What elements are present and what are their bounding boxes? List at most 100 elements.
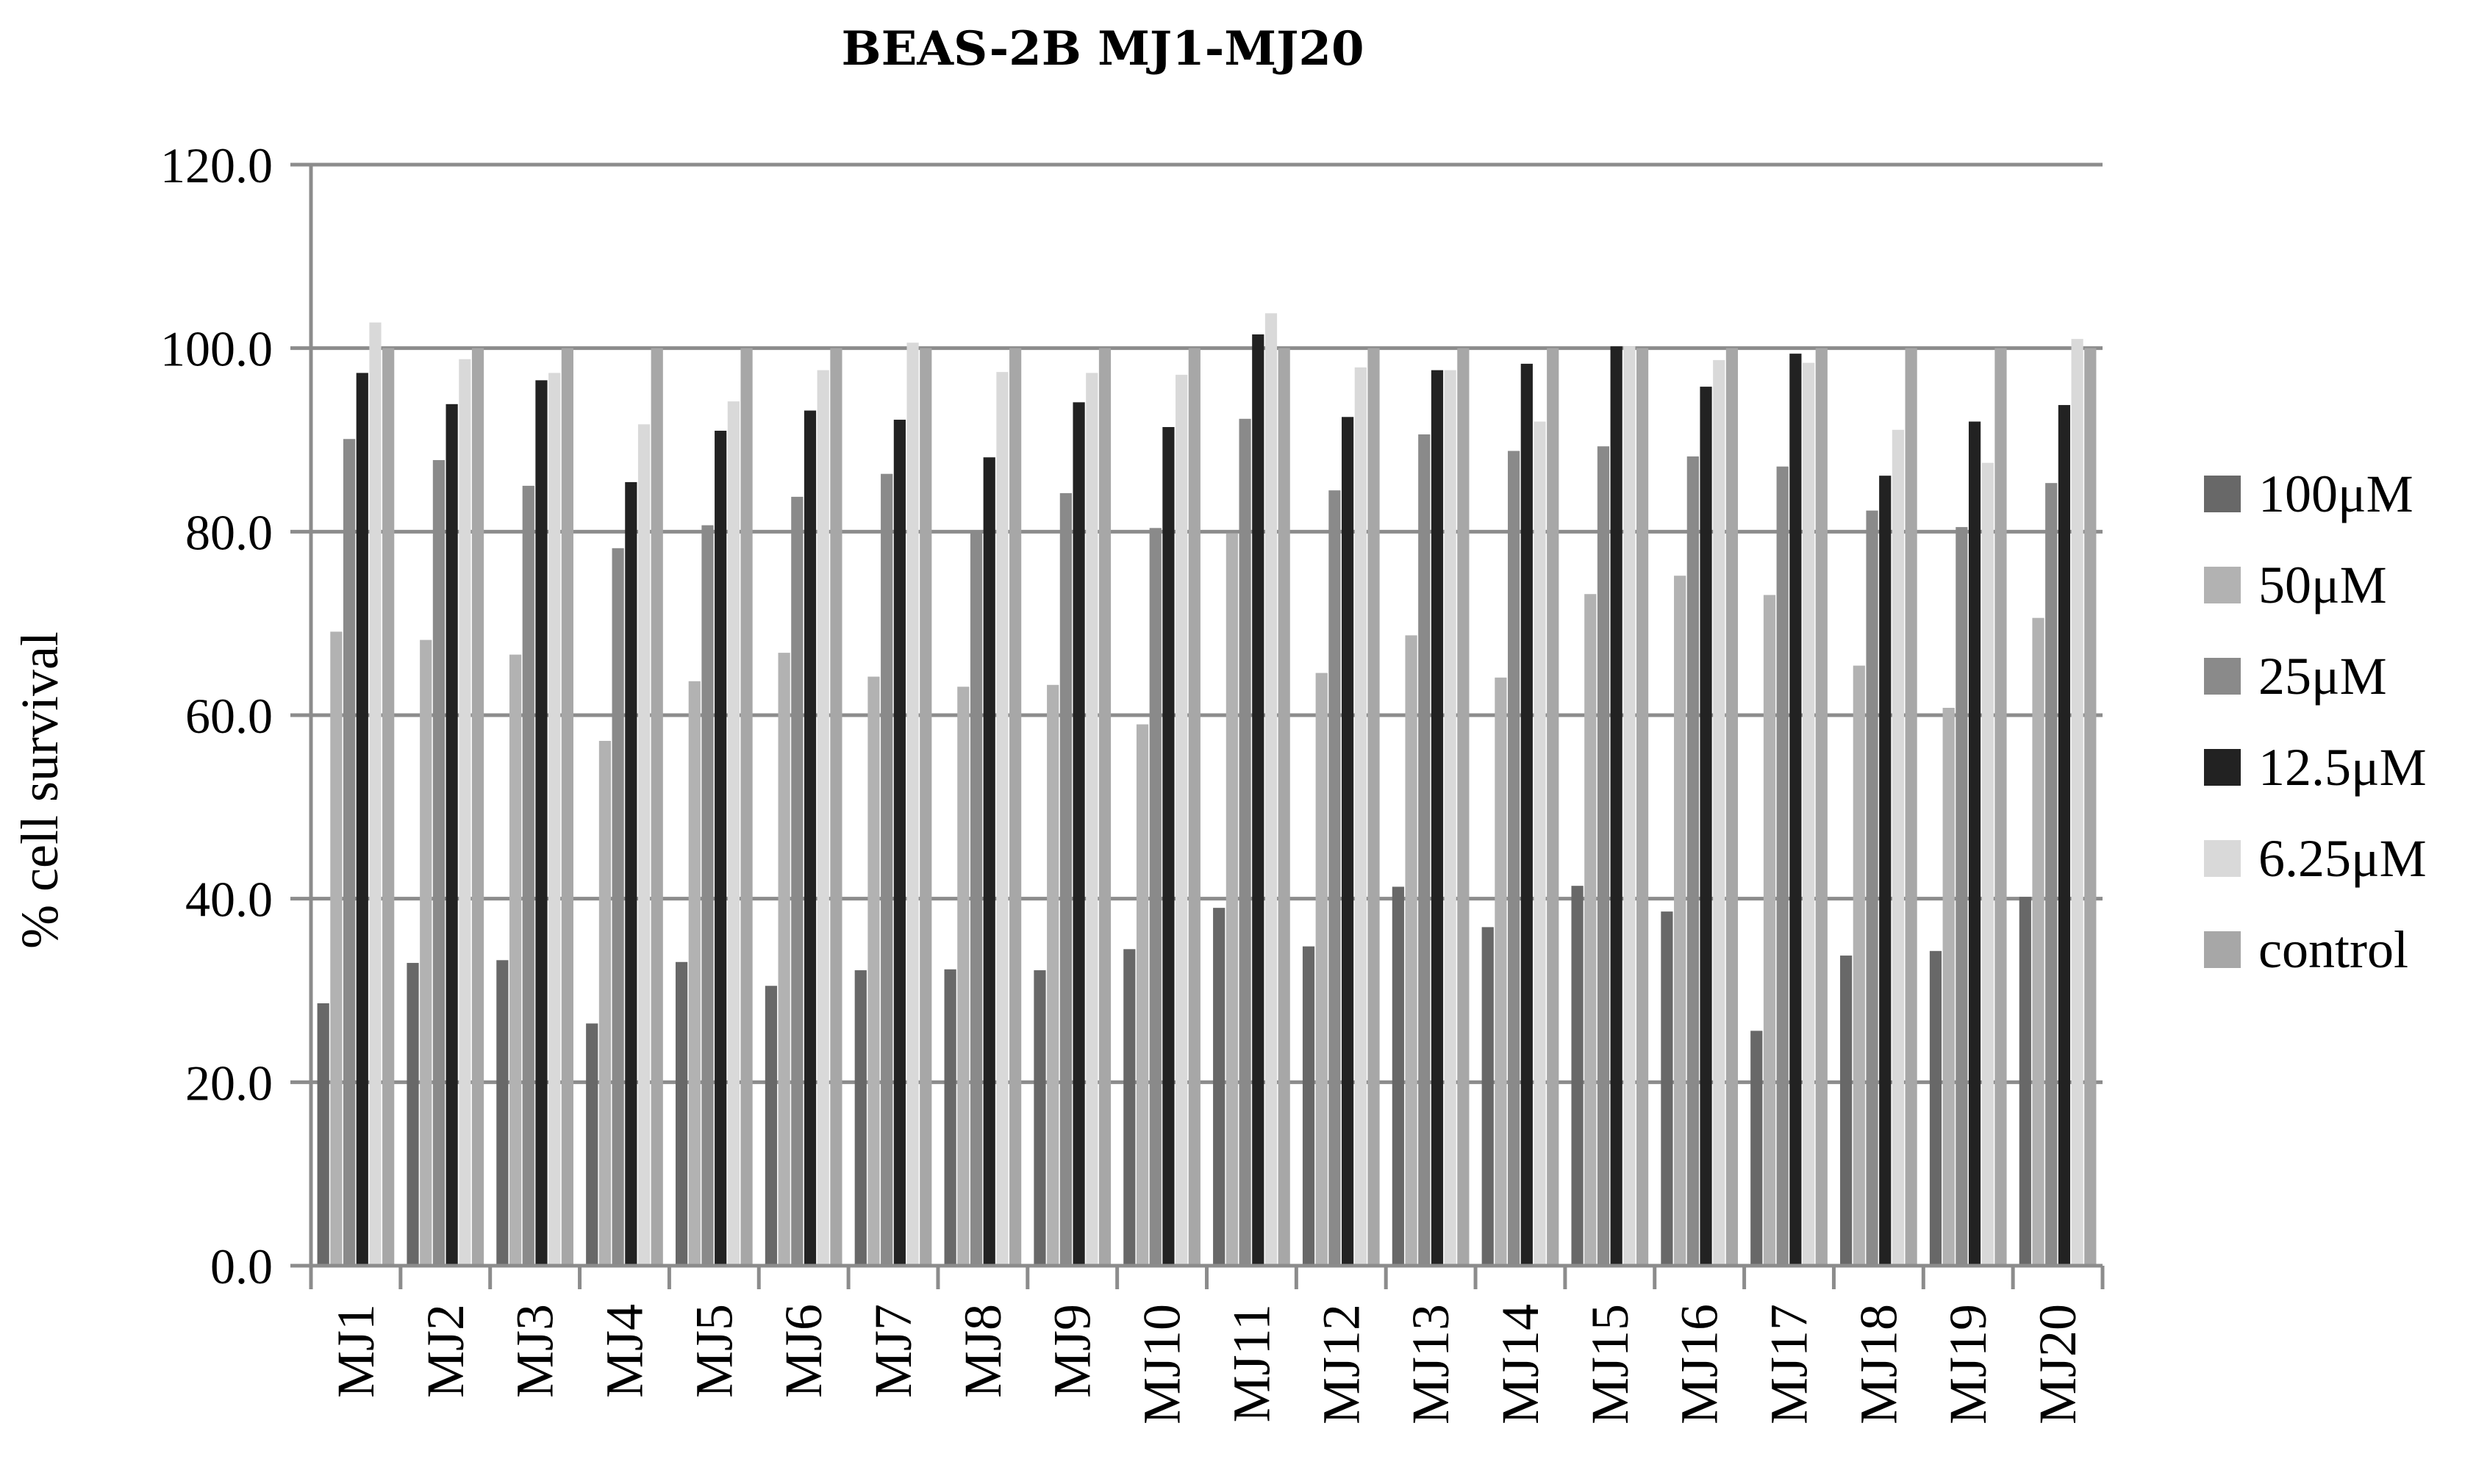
bar xyxy=(1176,374,1188,1266)
bar xyxy=(459,359,471,1266)
bar xyxy=(1418,434,1431,1266)
x-tick-label: MJ9 xyxy=(1043,1304,1102,1398)
x-tick-label: MJ2 xyxy=(416,1304,475,1398)
bar xyxy=(1853,665,1865,1266)
x-tick-label: MJ11 xyxy=(1222,1304,1281,1422)
y-tick-label: 60.0 xyxy=(185,688,273,744)
bar xyxy=(1328,490,1341,1266)
bar xyxy=(356,373,368,1266)
bar xyxy=(701,525,714,1266)
bar xyxy=(637,424,651,1266)
bar xyxy=(893,420,906,1266)
bar xyxy=(1981,462,1994,1266)
legend-label: 6.25μM xyxy=(2258,829,2427,888)
bar xyxy=(1136,724,1149,1266)
x-tick-label: MJ17 xyxy=(1760,1304,1819,1424)
bar xyxy=(1661,911,1673,1266)
legend-label: 12.5μM xyxy=(2258,738,2427,797)
x-tick-label: MJ8 xyxy=(953,1304,1012,1398)
bar xyxy=(1840,956,1853,1266)
x-tick-label: MJ12 xyxy=(1312,1304,1370,1424)
bar xyxy=(471,348,484,1266)
x-tick-label: MJ7 xyxy=(864,1304,923,1398)
bar xyxy=(2045,483,2058,1266)
bar xyxy=(1892,429,1905,1266)
x-tick-label: MJ5 xyxy=(684,1304,743,1398)
bar xyxy=(1342,417,1354,1266)
bar xyxy=(369,322,382,1266)
bar xyxy=(1776,466,1789,1266)
bar xyxy=(1495,677,1507,1266)
bar xyxy=(867,676,880,1266)
bar xyxy=(2071,339,2083,1266)
bar xyxy=(1584,594,1597,1266)
x-tick-label: MJ4 xyxy=(595,1304,654,1398)
bar xyxy=(1942,708,1955,1266)
bar xyxy=(1073,402,1085,1266)
bar xyxy=(817,370,829,1266)
bar xyxy=(1213,908,1226,1266)
gridlines xyxy=(311,162,2103,1084)
bar xyxy=(1278,348,1290,1266)
bar xyxy=(612,548,624,1266)
bar xyxy=(1047,684,1059,1266)
bar xyxy=(522,485,534,1266)
legend-swatch xyxy=(2204,476,2241,512)
bar xyxy=(432,459,446,1266)
bar xyxy=(343,439,356,1266)
bar xyxy=(407,963,419,1266)
legend-swatch xyxy=(2204,840,2241,877)
bar xyxy=(1905,348,1917,1266)
bar xyxy=(1956,527,1968,1266)
legend-label: 25μM xyxy=(2258,647,2387,706)
bar xyxy=(1098,348,1112,1266)
y-tick-label: 40.0 xyxy=(185,872,273,928)
legend-swatch xyxy=(2204,567,2241,603)
bar xyxy=(1162,427,1175,1266)
bar xyxy=(970,531,983,1266)
x-tick-label: MJ19 xyxy=(1939,1304,1997,1424)
y-tick-label: 80.0 xyxy=(185,504,273,560)
bar xyxy=(1636,348,1649,1266)
bar xyxy=(1547,348,1559,1266)
bar xyxy=(804,410,817,1266)
bar xyxy=(625,481,637,1266)
y-tick-label: 120.0 xyxy=(160,137,273,193)
bar xyxy=(1725,348,1739,1266)
bar xyxy=(382,348,395,1266)
bar xyxy=(944,969,956,1266)
bar xyxy=(1457,348,1470,1266)
bar xyxy=(1009,348,1022,1266)
bar xyxy=(1315,673,1328,1266)
bar xyxy=(1994,348,2007,1266)
bar xyxy=(1188,348,1201,1266)
bar xyxy=(727,401,740,1266)
bar xyxy=(765,986,778,1266)
bar xyxy=(586,1023,598,1266)
y-axis-ticks: 0.0 20.0 40.0 60.0 80.0 100.0 120.0 xyxy=(160,137,311,1294)
bar xyxy=(1264,313,1278,1266)
bar xyxy=(983,457,995,1266)
legend-label: 50μM xyxy=(2258,556,2387,614)
bar xyxy=(1149,528,1162,1266)
y-tick-label: 0.0 xyxy=(210,1239,273,1294)
legend-swatch xyxy=(2204,931,2241,968)
bar xyxy=(1481,927,1494,1266)
bar xyxy=(830,348,842,1266)
bar xyxy=(1534,421,1546,1266)
bar xyxy=(1302,946,1315,1266)
x-tick-label: MJ18 xyxy=(1849,1304,1908,1424)
x-tick-label: MJ14 xyxy=(1491,1304,1550,1424)
bars xyxy=(317,313,2097,1266)
x-tick-label: MJ10 xyxy=(1133,1304,1192,1424)
bar xyxy=(535,380,548,1266)
legend-label: control xyxy=(2258,920,2408,979)
y-tick-label: 100.0 xyxy=(160,321,273,377)
bar xyxy=(1123,949,1136,1266)
legend-swatch xyxy=(2204,658,2241,695)
bar xyxy=(854,970,867,1266)
bar xyxy=(778,653,790,1266)
bar xyxy=(1789,354,1802,1266)
x-axis-ticks: MJ1 MJ2 MJ3 MJ4 MJ5 MJ6 MJ7 MJ8 MJ9 MJ10 MJ11 MJ12 M… xyxy=(309,1266,2105,1424)
